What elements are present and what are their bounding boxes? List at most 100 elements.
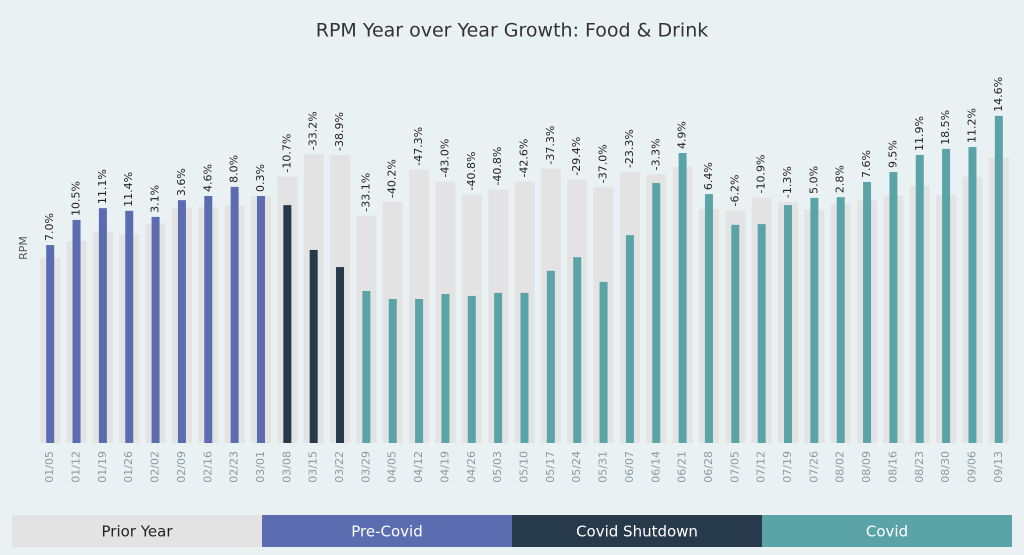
bar <box>283 205 292 443</box>
growth-label: -37.3% <box>544 126 557 165</box>
bar <box>520 292 529 443</box>
bar <box>441 294 450 443</box>
bar <box>204 196 213 443</box>
x-tick-label: 04/26 <box>465 451 478 483</box>
bar <box>415 298 424 443</box>
bar <box>678 153 687 443</box>
x-tick-label: 08/02 <box>834 451 847 483</box>
growth-label: -3.3% <box>649 138 662 170</box>
chart-title: RPM Year over Year Growth: Food & Drink <box>316 20 708 42</box>
bar <box>177 200 186 443</box>
x-tick-label: 02/16 <box>201 451 214 483</box>
growth-label: 3.1% <box>149 185 162 213</box>
x-tick-label: 04/05 <box>386 451 399 483</box>
growth-label: 11.4% <box>122 172 135 207</box>
growth-label: -40.8% <box>491 147 504 186</box>
x-tick-label: 09/06 <box>965 451 978 483</box>
bar <box>230 186 239 443</box>
bar <box>467 295 476 443</box>
legend-swatch <box>762 515 1012 547</box>
bar <box>573 257 582 443</box>
growth-label: 14.6% <box>992 77 1005 112</box>
x-tick-label: 08/09 <box>860 451 873 483</box>
legend-label: Prior Year <box>102 523 174 541</box>
growth-label: 4.9% <box>676 121 689 149</box>
x-tick-label: 06/14 <box>649 451 662 483</box>
growth-label: -38.9% <box>333 112 346 151</box>
x-tick-label: 02/23 <box>228 451 241 483</box>
growth-label: 11.9% <box>913 116 926 151</box>
growth-label: -33.2% <box>307 111 320 150</box>
bar <box>336 267 345 443</box>
bar <box>889 172 898 443</box>
growth-label: -40.2% <box>386 159 399 198</box>
x-tick-label: 07/12 <box>755 451 768 483</box>
growth-label: 2.8% <box>834 165 847 193</box>
growth-label: 5.0% <box>807 166 820 194</box>
legend-label: Covid Shutdown <box>576 523 698 541</box>
x-tick-label: 03/15 <box>307 451 320 483</box>
growth-label: 8.0% <box>228 155 241 183</box>
x-tick-label: 01/26 <box>122 451 135 483</box>
growth-label: -29.4% <box>570 137 583 176</box>
growth-label: -10.7% <box>280 134 293 173</box>
bar <box>151 216 160 443</box>
bar <box>309 249 318 443</box>
bar <box>731 224 740 443</box>
bar <box>704 194 713 443</box>
x-tick-label: 03/22 <box>333 451 346 483</box>
x-tick-label: 04/19 <box>438 451 451 483</box>
x-tick-label: 03/08 <box>280 451 293 483</box>
bar <box>546 270 555 443</box>
growth-label: 7.6% <box>860 150 873 178</box>
bar <box>652 183 661 443</box>
legend-label: Covid <box>866 523 908 541</box>
legend-label: Pre-Covid <box>351 523 422 541</box>
x-tick-label: 01/12 <box>70 451 83 483</box>
growth-label: 10.5% <box>70 181 83 216</box>
x-tick-label: 03/01 <box>254 451 267 483</box>
bar <box>915 154 924 443</box>
legend-swatch <box>262 515 512 547</box>
x-tick-label: 05/03 <box>491 451 504 483</box>
bar <box>72 219 81 443</box>
growth-label: 6.4% <box>702 162 715 190</box>
x-tick-label: 04/12 <box>412 451 425 483</box>
growth-label: -43.0% <box>438 139 451 178</box>
x-tick-label: 02/09 <box>175 451 188 483</box>
x-tick-label: 02/02 <box>149 451 162 483</box>
bar <box>98 208 107 443</box>
x-tick-label: 07/05 <box>728 451 741 483</box>
bar <box>836 197 845 443</box>
x-tick-label: 03/29 <box>359 451 372 483</box>
x-tick-label: 05/24 <box>570 451 583 483</box>
bar <box>968 146 977 444</box>
x-tick-label: 05/10 <box>518 451 531 483</box>
x-tick-label: 06/07 <box>623 451 636 483</box>
legend-swatch <box>12 515 262 547</box>
x-tick-label: 08/16 <box>886 451 899 483</box>
growth-label: -33.1% <box>359 173 372 212</box>
growth-label: 3.6% <box>175 168 188 196</box>
growth-label: 11.2% <box>965 108 978 143</box>
x-tick-label: 01/19 <box>96 451 109 483</box>
growth-label: -40.8% <box>465 152 478 191</box>
bar <box>994 115 1003 443</box>
bar <box>256 196 265 443</box>
legend-swatch <box>512 515 762 547</box>
bar <box>625 235 634 443</box>
bar <box>784 205 793 443</box>
growth-label: -37.0% <box>597 144 610 183</box>
x-tick-label: 05/17 <box>544 451 557 483</box>
growth-label: -1.3% <box>781 166 794 198</box>
x-tick-label: 07/19 <box>781 451 794 483</box>
bar <box>810 197 819 443</box>
y-axis-label: RPM <box>17 236 30 260</box>
bar <box>125 210 134 443</box>
x-tick-label: 08/23 <box>913 451 926 483</box>
growth-label: 11.1% <box>96 169 109 204</box>
bar <box>494 292 503 443</box>
bar <box>942 148 951 443</box>
growth-label: 0.3% <box>254 164 267 192</box>
